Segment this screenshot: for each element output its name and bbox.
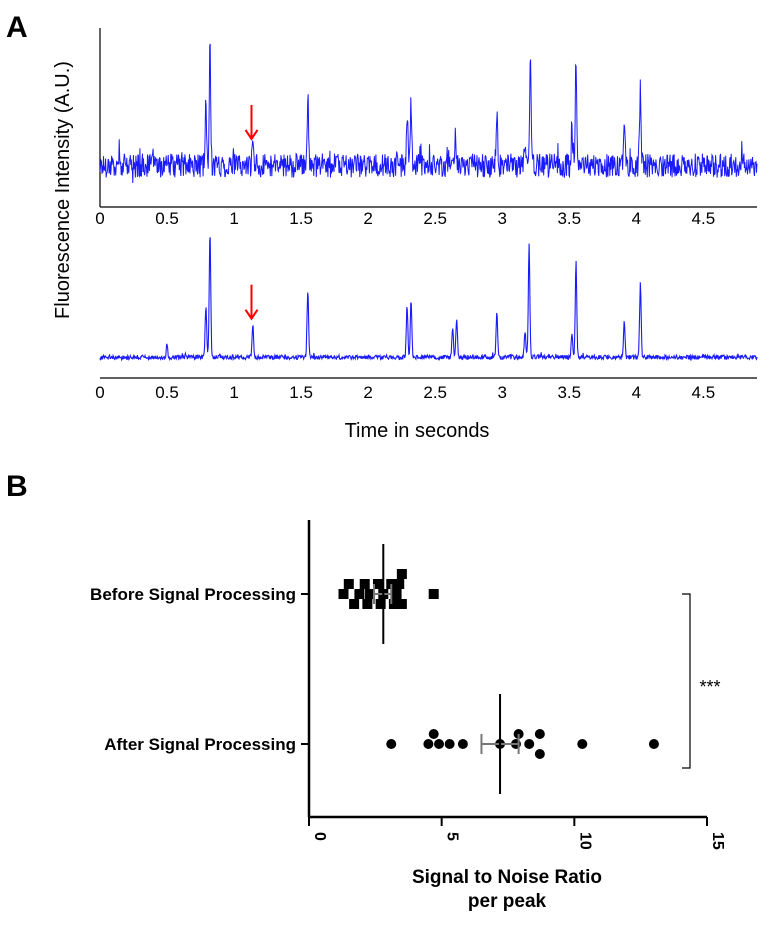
snr-point-before	[349, 599, 360, 609]
trace-bottom-tick-label: 0	[95, 383, 104, 402]
snr-scatter-plot: Before Signal Processing After Signal Pro…	[90, 520, 726, 850]
snr-tick-label: 0	[311, 832, 328, 841]
trace-bottom-arrow-head	[244, 309, 259, 321]
snr-point-before	[359, 579, 370, 589]
trace-top-tick-label: 2	[363, 209, 372, 228]
trace-top-arrow-head	[244, 129, 259, 141]
trace-top-tick-label: 3.5	[557, 209, 581, 228]
snr-point-after	[444, 739, 455, 749]
trace-bottom-tick-label: 3.5	[557, 383, 581, 402]
snr-category-label: Before Signal Processing	[90, 585, 296, 604]
trace-top-tick-label: 4	[632, 209, 641, 228]
trace-bottom-tick-label: 1	[229, 383, 238, 402]
snr-point-after	[457, 739, 468, 749]
snr-mean-sem	[373, 544, 520, 794]
snr-tick-label: 5	[444, 832, 461, 841]
snr-point-before	[391, 589, 402, 599]
snr-point-after	[423, 739, 434, 749]
snr-category-labels: Before Signal Processing After Signal Pro…	[90, 585, 309, 754]
snr-point-after	[524, 739, 535, 749]
trace-bottom-tick-label: 3	[498, 383, 507, 402]
trace-top-arrow-marker	[244, 104, 259, 141]
trace-top-tick-label: 2.5	[423, 209, 447, 228]
snr-point-before	[354, 589, 365, 599]
snr-x-axis-title-line1: Signal to Noise Ratio	[412, 867, 602, 888]
trace-bottom-tick-label: 2.5	[423, 383, 447, 402]
snr-point-before	[372, 579, 383, 589]
snr-point-before	[428, 589, 439, 599]
snr-tick-labels: 0 5 10 15	[308, 817, 726, 850]
trace-top-tick-label: 3	[498, 209, 507, 228]
trace-bottom-line	[99, 237, 758, 362]
panel-a-y-axis-title: Fluorescence Intensity (A.U.)	[52, 61, 74, 319]
trace-top-line	[99, 43, 758, 184]
snr-point-before	[394, 579, 405, 589]
snr-point-before	[362, 599, 373, 609]
snr-point-before	[396, 569, 407, 579]
panel-b-letter: B	[6, 470, 28, 503]
panel-a-letter: A	[6, 11, 28, 44]
snr-point-before	[365, 589, 376, 599]
panel-a-x-axis-title: Time in seconds	[345, 420, 490, 442]
snr-category-label: After Signal Processing	[104, 735, 296, 754]
trace-top-tick-label: 1	[229, 209, 238, 228]
snr-point-after	[386, 739, 397, 749]
snr-point-after	[434, 739, 445, 749]
trace-bottom-tick-label: 4.5	[692, 383, 716, 402]
trace-bottom-tick-label: 2	[363, 383, 372, 402]
snr-point-before	[375, 599, 386, 609]
trace-top-tick-label: 1.5	[289, 209, 313, 228]
trace-top-tick-label: 0	[95, 209, 104, 228]
snr-point-after	[428, 729, 439, 739]
snr-point-after	[534, 729, 545, 739]
trace-bottom-arrow-marker	[244, 284, 259, 321]
trace-bottom-tick-labels: 0 0.5 1 1.5 2 2.5 3 3.5 4 4.5	[95, 383, 715, 402]
snr-point-before	[338, 589, 349, 599]
trace-top-tick-label: 0.5	[155, 209, 179, 228]
snr-point-after	[534, 749, 545, 759]
snr-point-before	[396, 599, 407, 609]
trace-bottom-tick-label: 1.5	[289, 383, 313, 402]
significance-bracket	[682, 593, 691, 769]
snr-tick-label: 15	[709, 832, 726, 850]
snr-point-after	[577, 739, 588, 749]
significance-label: ***	[699, 677, 720, 697]
trace-top-tick-label: 4.5	[692, 209, 716, 228]
trace-bottom-tick-label: 0.5	[155, 383, 179, 402]
trace-bottom-plot: 0 0.5 1 1.5 2 2.5 3 3.5 4 4.5	[95, 237, 758, 402]
snr-x-axis-title-line2: per peak	[468, 891, 547, 912]
trace-top-plot: 0 0.5 1 1.5 2 2.5 3 3.5 4 4.5	[95, 28, 758, 228]
snr-point-before	[388, 599, 399, 609]
trace-top-tick-labels: 0 0.5 1 1.5 2 2.5 3 3.5 4 4.5	[95, 209, 715, 228]
trace-bottom-tick-label: 4	[632, 383, 641, 402]
snr-tick-label: 10	[576, 832, 593, 850]
snr-point-after	[648, 739, 659, 749]
snr-point-before	[343, 579, 354, 589]
snr-points	[338, 569, 659, 759]
